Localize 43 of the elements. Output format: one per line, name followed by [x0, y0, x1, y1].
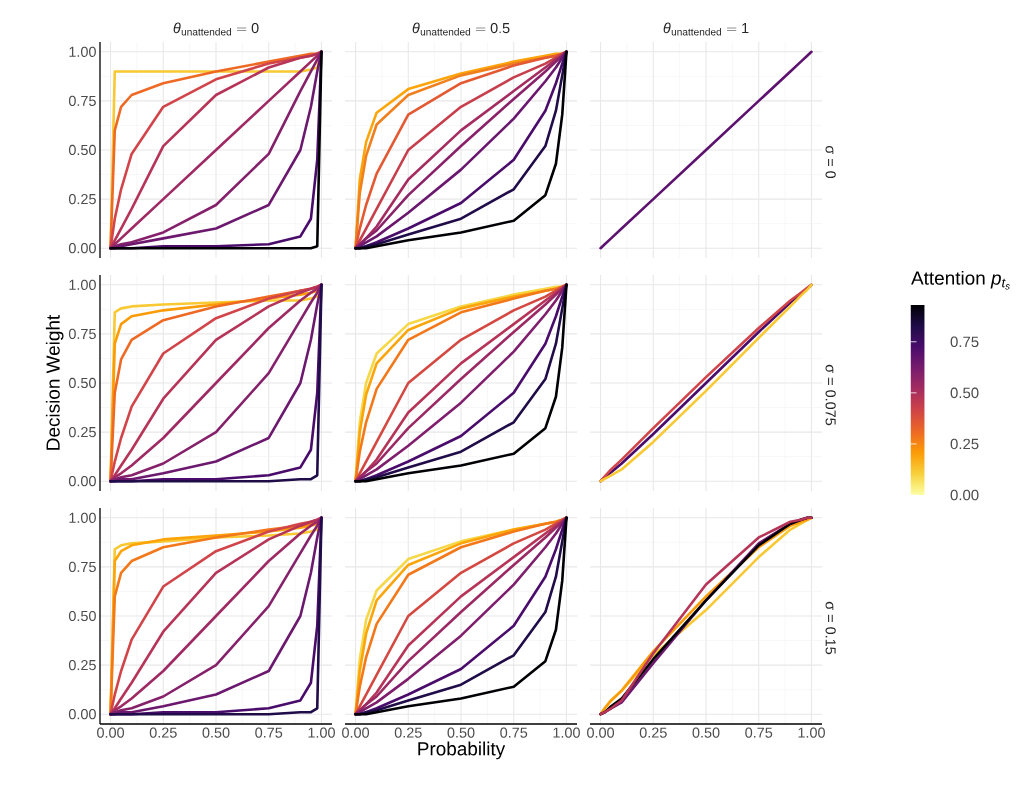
- x-tick-label: 0.00: [97, 727, 125, 738]
- y-axis-title: Decision Weight: [45, 314, 64, 450]
- color-bar-label: 0.50: [950, 387, 979, 399]
- color-bar-title: $\mathrm{Attention}\ p_{t_s}$: [911, 270, 1010, 290]
- y-tick-label: 0.75: [68, 561, 96, 573]
- x-tick-label: 0.50: [202, 727, 230, 738]
- y-tick-label: 1.00: [69, 46, 96, 57]
- y-tick-label: 0.25: [68, 659, 96, 671]
- y-tick-label: 0.75: [68, 328, 96, 340]
- chart-title: $\theta_{\mathrm{unattended}} = 0$: [173, 22, 259, 36]
- x-tick-label: 0.00: [587, 727, 615, 738]
- chart-title: $\theta_{\mathrm{unattended}} = 0.5$: [412, 22, 510, 36]
- y-tick-label: 0.25: [68, 193, 96, 205]
- y-tick-label: 1.00: [69, 279, 96, 290]
- x-axis-title: Probability: [418, 741, 506, 760]
- x-tick-label: 0.25: [394, 727, 422, 738]
- color-bar-label: 0.75: [950, 336, 979, 348]
- x-tick-label: 0.75: [255, 727, 283, 738]
- color-bar-label: 0.00: [950, 489, 979, 501]
- x-tick-label: 1.00: [798, 727, 825, 738]
- y-tick-label: 0.50: [68, 144, 96, 156]
- y-tick-label: 1.00: [69, 512, 96, 523]
- y-tick-label: 0.50: [68, 377, 96, 389]
- y-tick-label: 0.00: [68, 709, 96, 720]
- x-tick-label: 0.75: [500, 727, 528, 738]
- y2-axis-title: σ = 0.075: [825, 364, 836, 426]
- y2-axis-title: σ = 0.15: [825, 601, 836, 655]
- x-tick-label: 0.75: [745, 727, 773, 738]
- x-tick-label: 1.00: [553, 727, 580, 738]
- y-tick-label: 0.00: [68, 476, 96, 487]
- y-tick-label: 0.50: [68, 610, 96, 622]
- x-tick-label: 0.50: [692, 727, 720, 738]
- x-tick-label: 0.50: [447, 727, 475, 738]
- color-bar-label: 0.25: [950, 438, 979, 450]
- y-tick-label: 0.25: [68, 426, 96, 438]
- y2-axis-title: σ = 0: [825, 145, 836, 179]
- x-tick-label: 0.00: [342, 727, 370, 738]
- x-tick-label: 0.25: [149, 727, 177, 738]
- y-tick-label: 0.00: [68, 243, 96, 254]
- x-tick-label: 1.00: [308, 727, 335, 738]
- chart-title: $\theta_{\mathrm{unattended}} = 1$: [663, 22, 749, 36]
- y-tick-label: 0.75: [68, 95, 96, 107]
- x-tick-label: 0.25: [639, 727, 667, 738]
